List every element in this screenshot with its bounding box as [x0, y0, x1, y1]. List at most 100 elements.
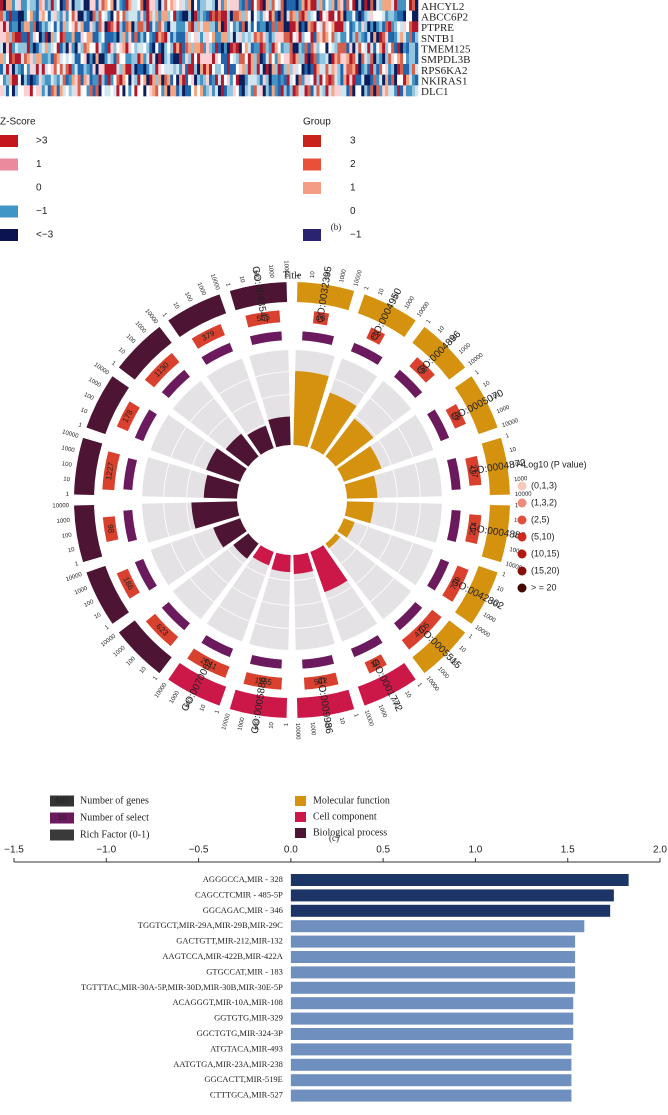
heatmap-cell [83, 74, 87, 86]
rich-factor-bar [310, 392, 357, 455]
heatmap-cell [406, 53, 410, 65]
row-label: PTPRE [421, 22, 454, 34]
heatmap-cell [385, 64, 389, 75]
heatmap-cell [247, 53, 252, 65]
heatmap-cell [71, 53, 75, 65]
heatmap-cell [235, 42, 240, 54]
ring-grid [170, 426, 187, 458]
heatmap-cell [35, 32, 40, 43]
heatmap-cell [104, 21, 108, 33]
heatmap-cell [346, 85, 350, 97]
axis-tick: 1000 [61, 445, 76, 454]
heatmap-cell [268, 42, 272, 54]
heatmap-cell [32, 42, 37, 54]
heatmap-cell [35, 74, 40, 86]
heatmap-cell [125, 10, 129, 22]
heatmap-cell [223, 74, 228, 86]
heatmap-cell [185, 21, 189, 33]
axis-tick: 100 [490, 392, 502, 402]
heatmap-cell [307, 0, 311, 11]
heatmap-cell [167, 0, 171, 11]
heatmap-cell [95, 21, 99, 33]
heatmap-cell [95, 74, 99, 86]
heatmap-cell [316, 10, 320, 22]
heatmap-cell [41, 42, 46, 54]
heatmap-cell [182, 0, 186, 11]
heatmap-cell [367, 74, 371, 86]
heatmap-cell [98, 32, 102, 43]
legend-swatch [50, 795, 74, 807]
heatmap-cell [250, 85, 255, 97]
heatmap-cell [211, 32, 216, 43]
heatmap-cell [35, 64, 40, 75]
ring-grid [261, 600, 290, 606]
heatmap-cell [415, 21, 419, 33]
heatmap-cell [143, 53, 147, 65]
heatmap-cell [122, 21, 126, 33]
axis-tick: 10 [496, 586, 505, 594]
heatmap-cell [286, 10, 290, 22]
heatmap-cell [53, 85, 58, 97]
heatmap-cell [2, 42, 7, 54]
heatmap-cell [211, 64, 216, 75]
heatmap-cell [47, 64, 52, 75]
heatmap-cell [388, 64, 392, 75]
heatmap-cell [59, 0, 63, 11]
heatmap-cell [394, 42, 398, 54]
heatmap-cell [41, 74, 46, 86]
heatmap-cell [340, 42, 344, 54]
heatmap-cell [265, 64, 270, 75]
heatmap-cell [277, 53, 281, 65]
heatmap-cell [319, 21, 323, 33]
heatmap-cell [394, 64, 398, 75]
ring-grid [163, 463, 170, 497]
axis-tick: 1 [474, 369, 481, 376]
heatmap-cell [370, 74, 374, 86]
genes-box [243, 672, 283, 690]
heatmap-cell [262, 53, 267, 65]
heatmap-cell [113, 64, 117, 75]
heatmap-cell [259, 85, 264, 97]
heatmap-cell [137, 21, 141, 33]
heatmap-cell [229, 53, 234, 65]
heatmap-cell [334, 42, 338, 54]
y-tick-label: AAGTCCA,MIR-422B,MIR-422A [162, 951, 283, 961]
heatmap-cell [179, 53, 183, 65]
heatmap-cell [26, 42, 31, 54]
heatmap-cell [200, 21, 204, 33]
heatmap-cell [62, 0, 66, 11]
heatmap-cell [352, 10, 356, 22]
heatmap-cell [280, 53, 284, 65]
heatmap-cell [56, 21, 61, 33]
ring-grid [246, 565, 266, 577]
heatmap-cell [238, 21, 243, 33]
heatmap-cell [373, 74, 377, 86]
heatmap-cell [322, 64, 326, 75]
heatmap-cell [277, 0, 281, 11]
heatmap-cell [137, 85, 141, 97]
heatmap-cell [50, 10, 55, 22]
heatmap-cell [286, 42, 290, 54]
y-tick-label: GGTGTG,MIR-329 [214, 1013, 283, 1023]
heatmap-cell [382, 42, 386, 54]
heatmap-cell [283, 21, 287, 33]
heatmap-cell [2, 64, 7, 75]
heatmap-cell [98, 42, 102, 54]
genes-box [445, 404, 467, 429]
heatmap-cell [244, 21, 249, 33]
heatmap-cell [238, 42, 243, 54]
axis-tick: 10000 [52, 503, 69, 509]
heatmap-cell [92, 0, 96, 11]
heatmap-cell [74, 74, 78, 86]
heatmap-cell [173, 85, 177, 97]
heatmap-cell [355, 21, 359, 33]
heatmap-cell [415, 85, 419, 97]
genes-box [364, 654, 387, 674]
select-box [446, 457, 461, 490]
heatmap-cell [364, 10, 368, 22]
bar [290, 997, 574, 1010]
heatmap-cell [280, 74, 284, 86]
heatmap-cell [211, 42, 216, 54]
ring-grid [397, 426, 414, 458]
heatmap-cell [113, 85, 117, 97]
